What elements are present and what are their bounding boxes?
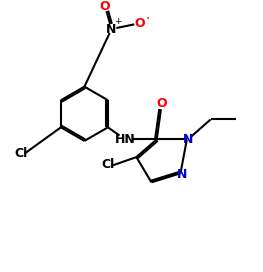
Text: N: N [177, 168, 187, 181]
Text: +: + [114, 17, 122, 26]
Text: HN: HN [115, 133, 135, 146]
Text: N: N [183, 132, 194, 146]
Text: Cl: Cl [14, 147, 28, 160]
Text: N: N [106, 23, 117, 36]
Text: O: O [134, 17, 145, 30]
Text: O: O [156, 97, 167, 110]
Text: O: O [100, 0, 110, 13]
Text: ·: · [145, 12, 149, 26]
Text: Cl: Cl [101, 158, 114, 171]
